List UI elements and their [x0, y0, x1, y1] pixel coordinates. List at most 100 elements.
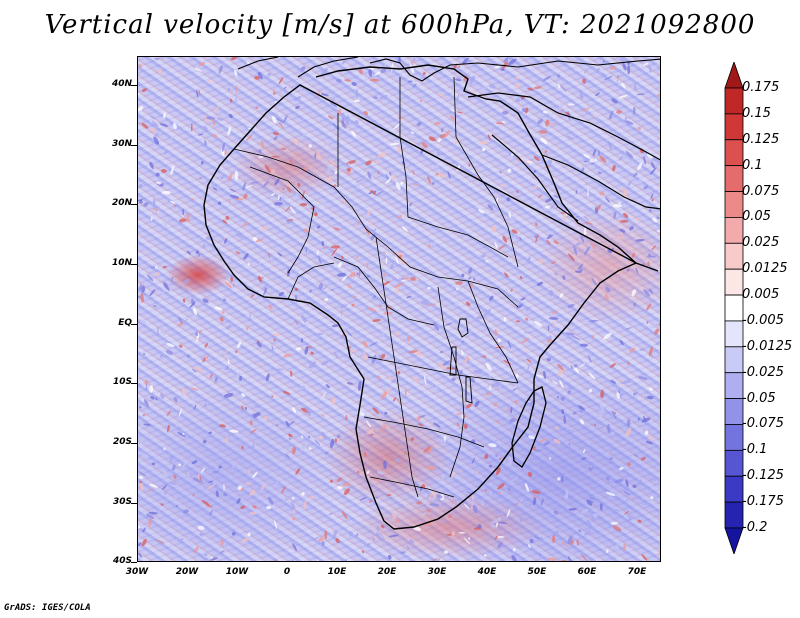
velocity-speckle	[628, 160, 634, 167]
velocity-speckle	[270, 112, 279, 116]
velocity-speckle	[335, 538, 340, 544]
velocity-speckle	[627, 514, 632, 520]
velocity-speckle	[578, 363, 586, 368]
velocity-speckle	[652, 63, 660, 67]
velocity-speckle	[344, 382, 348, 386]
velocity-speckle	[161, 182, 165, 185]
lat-label-10s: 10S	[112, 377, 132, 387]
velocity-speckle	[166, 410, 171, 417]
velocity-speckle	[161, 287, 167, 297]
velocity-speckle	[331, 288, 334, 291]
velocity-speckle	[163, 112, 166, 119]
velocity-speckle	[246, 61, 250, 65]
velocity-speckle	[354, 549, 359, 553]
velocity-speckle	[160, 329, 166, 336]
velocity-speckle	[202, 243, 206, 249]
lat-tick	[131, 383, 137, 384]
velocity-speckle	[545, 198, 553, 203]
velocity-speckle	[518, 492, 521, 495]
velocity-speckle	[531, 418, 534, 427]
velocity-speckle	[646, 321, 649, 324]
velocity-speckle	[523, 331, 533, 334]
velocity-speckle	[450, 109, 457, 113]
velocity-speckle	[289, 420, 295, 426]
velocity-speckle	[252, 505, 257, 509]
lat-label-eq: EQ	[118, 318, 132, 328]
velocity-speckle	[567, 103, 575, 106]
velocity-speckle	[187, 354, 190, 358]
velocity-speckle	[149, 161, 154, 169]
velocity-speckle	[610, 521, 619, 525]
velocity-speckle	[238, 230, 244, 237]
velocity-speckle	[252, 471, 258, 479]
velocity-speckle	[552, 534, 556, 544]
velocity-speckle	[210, 450, 215, 454]
velocity-speckle	[491, 225, 497, 233]
velocity-speckle	[150, 115, 155, 119]
velocity-speckle	[372, 319, 381, 322]
velocity-speckle	[273, 266, 276, 269]
velocity-speckle	[287, 300, 291, 303]
velocity-speckle	[554, 272, 559, 276]
velocity-speckle	[525, 317, 529, 321]
velocity-speckle	[320, 286, 328, 291]
velocity-speckle	[370, 233, 376, 241]
velocity-speckle	[344, 79, 351, 82]
velocity-speckle	[477, 176, 480, 180]
velocity-speckle	[225, 436, 228, 445]
velocity-speckle	[551, 261, 557, 265]
velocity-speckle	[187, 471, 190, 478]
velocity-speckle	[643, 289, 651, 297]
velocity-speckle	[528, 544, 531, 548]
velocity-speckle	[431, 491, 437, 499]
velocity-speckle	[439, 351, 444, 354]
velocity-speckle	[141, 538, 147, 547]
velocity-speckle	[303, 228, 309, 233]
lat-tick	[131, 264, 137, 265]
velocity-speckle	[447, 171, 451, 179]
velocity-speckle	[406, 545, 410, 550]
velocity-speckle	[627, 462, 631, 467]
velocity-speckle	[326, 166, 332, 173]
velocity-speckle	[427, 176, 431, 184]
velocity-speckle	[320, 68, 328, 76]
velocity-speckle	[526, 160, 533, 164]
velocity-speckle	[271, 155, 280, 158]
velocity-speckle	[291, 138, 299, 146]
velocity-speckle	[623, 212, 629, 219]
velocity-speckle	[249, 489, 256, 496]
velocity-speckle	[239, 376, 243, 381]
velocity-speckle	[553, 194, 559, 199]
velocity-speckle	[591, 282, 594, 286]
velocity-speckle	[273, 136, 278, 141]
velocity-speckle	[599, 191, 605, 196]
velocity-speckle	[633, 302, 637, 307]
velocity-speckle	[595, 92, 600, 97]
velocity-speckle	[495, 420, 501, 425]
velocity-speckle	[306, 173, 313, 176]
velocity-speckle	[223, 483, 225, 491]
velocity-speckle	[200, 467, 206, 474]
velocity-speckle	[241, 445, 244, 450]
velocity-speckle	[410, 131, 415, 134]
velocity-speckle	[138, 525, 141, 529]
velocity-speckle	[382, 251, 386, 254]
velocity-speckle	[482, 147, 486, 152]
velocity-speckle	[640, 456, 646, 461]
velocity-speckle	[643, 503, 646, 506]
velocity-speckle	[534, 320, 543, 327]
velocity-speckle	[375, 160, 379, 164]
colorbar-label: 0.125	[742, 131, 780, 147]
velocity-speckle	[562, 212, 566, 222]
velocity-speckle	[185, 287, 188, 292]
velocity-speckle	[411, 183, 421, 187]
velocity-speckle	[583, 226, 587, 236]
velocity-speckle	[463, 537, 471, 545]
velocity-speckle	[266, 505, 272, 510]
velocity-speckle	[624, 116, 627, 121]
velocity-speckle	[173, 475, 177, 480]
velocity-speckle	[515, 502, 518, 506]
velocity-speckle	[243, 193, 248, 200]
velocity-speckle	[619, 339, 624, 346]
velocity-speckle	[461, 273, 465, 278]
